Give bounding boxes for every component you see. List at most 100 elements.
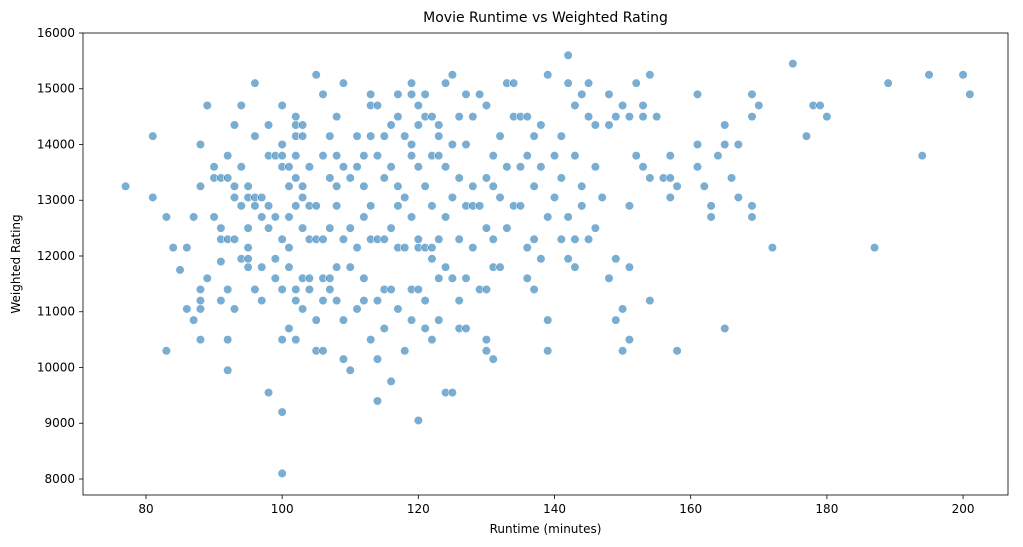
point: [400, 131, 410, 141]
point: [352, 304, 362, 314]
point: [195, 335, 206, 345]
point: [366, 89, 376, 99]
point: [713, 151, 723, 161]
point: [577, 201, 587, 211]
point: [543, 70, 553, 80]
chart-title: Movie Runtime vs Weighted Rating: [423, 10, 668, 26]
point: [692, 162, 703, 172]
point: [638, 162, 648, 172]
x-tick-label: 120: [407, 502, 430, 516]
point: [168, 243, 178, 253]
point: [277, 407, 287, 417]
point: [427, 112, 437, 122]
point: [318, 234, 328, 244]
point: [420, 89, 430, 99]
point: [257, 192, 267, 203]
point: [543, 315, 553, 325]
point: [270, 254, 280, 264]
point: [148, 192, 158, 203]
point: [604, 89, 614, 99]
point: [195, 304, 206, 314]
point: [250, 201, 260, 211]
point: [509, 78, 519, 88]
point: [304, 162, 314, 172]
point: [611, 112, 621, 122]
point: [195, 295, 206, 306]
point: [202, 100, 212, 111]
point: [427, 335, 437, 345]
point: [583, 112, 594, 122]
point: [243, 181, 253, 191]
point: [570, 234, 580, 244]
point: [624, 201, 635, 211]
point: [229, 304, 240, 314]
point: [475, 89, 485, 99]
point: [338, 315, 349, 325]
point: [624, 335, 635, 345]
point: [223, 284, 233, 295]
point: [447, 273, 457, 283]
point: [563, 50, 573, 60]
point: [413, 162, 423, 172]
point: [406, 78, 417, 88]
point: [223, 151, 233, 161]
point: [372, 354, 383, 364]
point: [325, 173, 335, 183]
point: [318, 346, 328, 356]
point: [447, 192, 457, 203]
point: [243, 223, 253, 233]
point: [386, 162, 396, 172]
point: [270, 212, 280, 222]
point: [536, 120, 546, 130]
point: [495, 131, 505, 141]
point: [243, 254, 253, 264]
point: [352, 243, 362, 253]
point: [284, 323, 294, 334]
point: [359, 273, 369, 283]
point: [965, 89, 975, 99]
point: [618, 346, 628, 356]
point: [277, 468, 287, 479]
point: [413, 284, 423, 295]
point: [386, 120, 396, 130]
point: [427, 254, 437, 264]
point: [372, 151, 383, 161]
point: [379, 234, 389, 244]
point: [209, 162, 219, 172]
y-tick-label: 10000: [37, 360, 75, 374]
point: [277, 335, 287, 345]
point: [352, 131, 362, 141]
point: [223, 335, 233, 345]
point: [447, 70, 457, 80]
point: [393, 112, 403, 122]
point: [393, 181, 403, 191]
point: [434, 315, 444, 325]
point: [583, 234, 594, 244]
point: [495, 262, 505, 272]
point: [427, 201, 437, 211]
point: [400, 346, 410, 356]
point: [570, 151, 580, 161]
x-tick-label: 180: [815, 502, 838, 516]
point: [413, 100, 423, 111]
point: [618, 304, 628, 314]
point: [223, 173, 233, 183]
point: [175, 265, 185, 275]
point: [563, 254, 573, 264]
point: [284, 262, 294, 272]
point: [270, 273, 280, 283]
x-tick-label: 160: [679, 502, 702, 516]
point: [406, 315, 417, 325]
point: [345, 173, 355, 183]
x-tick-label: 200: [952, 502, 975, 516]
point: [359, 151, 369, 161]
point: [195, 181, 206, 191]
point: [277, 139, 287, 150]
point: [345, 365, 355, 375]
point: [434, 273, 444, 283]
point: [645, 173, 655, 183]
point: [366, 131, 376, 141]
point: [747, 201, 757, 211]
point: [216, 256, 226, 267]
point: [223, 365, 233, 375]
